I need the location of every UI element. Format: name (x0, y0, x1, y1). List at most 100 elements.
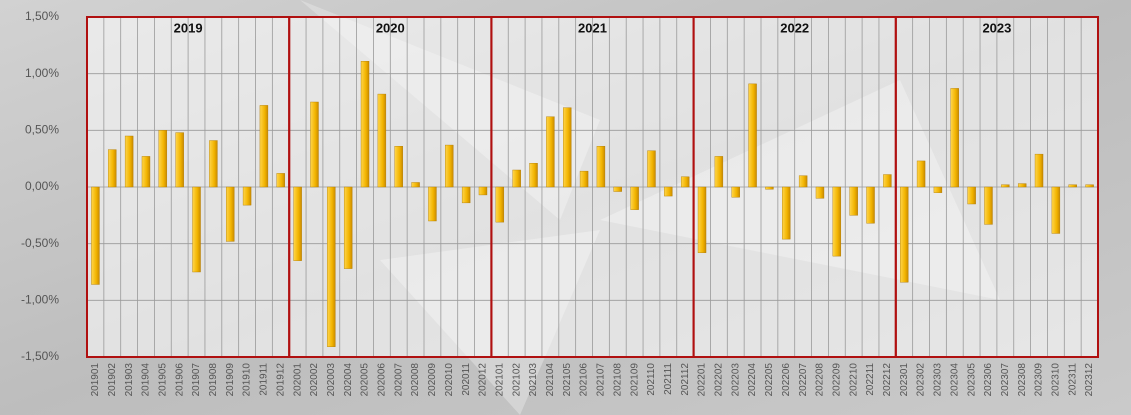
bar (630, 186, 639, 210)
bar (529, 162, 538, 188)
bar (1001, 184, 1010, 188)
x-tick-label: 202111 (663, 363, 674, 395)
x-tick-label: 202204 (747, 363, 758, 397)
y-tick-label: 1,50% (25, 9, 59, 23)
bar (209, 140, 218, 188)
x-tick-label: 201905 (157, 363, 168, 397)
x-tick-label: 202206 (781, 363, 792, 397)
x-tick-label: 202009 (427, 363, 438, 397)
bar (411, 182, 420, 188)
x-tick-label: 202309 (1034, 363, 1045, 397)
x-tick-label: 202211 (865, 363, 876, 396)
bar (343, 186, 353, 269)
bar (445, 144, 454, 188)
bar (714, 156, 724, 188)
bar (748, 83, 757, 188)
x-tick-label: 202212 (882, 363, 893, 397)
x-tick-label: 202012 (478, 363, 489, 397)
x-tick-label: 202003 (326, 363, 337, 397)
bar (141, 156, 151, 188)
bar (900, 186, 909, 283)
year-label: 2022 (780, 20, 809, 35)
year-label: 2021 (578, 20, 607, 35)
bar (192, 186, 201, 273)
x-tick-label: 201908 (208, 363, 219, 397)
bar (360, 61, 370, 188)
x-tick-label: 202302 (916, 363, 927, 397)
x-tick-label: 202209 (831, 363, 842, 397)
bar (798, 175, 808, 188)
bar (950, 88, 959, 188)
bar (310, 101, 319, 188)
bar (293, 186, 302, 261)
year-box (894, 16, 1099, 358)
bar (866, 186, 875, 224)
x-tick-label: 202203 (730, 363, 741, 397)
bar (276, 173, 285, 188)
x-tick-label: 201910 (242, 363, 253, 397)
bar (647, 150, 656, 188)
bar (1017, 183, 1027, 188)
bar (782, 186, 791, 240)
bar (175, 132, 184, 188)
bar (664, 186, 673, 197)
bar (916, 160, 926, 188)
year-label: 2020 (376, 20, 405, 35)
x-tick-label: 202110 (646, 363, 657, 396)
x-tick-label: 202108 (612, 363, 623, 397)
x-tick-label: 201906 (174, 363, 185, 397)
bar (124, 135, 134, 188)
x-tick-label: 202004 (343, 363, 354, 397)
bar (883, 174, 892, 188)
bar (697, 186, 707, 253)
bar (815, 186, 825, 199)
x-tick-label: 202001 (292, 363, 303, 397)
x-tick-label: 202104 (545, 363, 556, 397)
bar (546, 116, 555, 188)
x-tick-label: 201907 (191, 363, 202, 397)
bar (158, 130, 168, 188)
bar (327, 186, 336, 348)
x-tick-label: 201903 (124, 363, 135, 397)
x-tick-label: 201912 (275, 363, 286, 397)
x-tick-label: 202301 (899, 363, 910, 397)
bar (461, 186, 471, 204)
x-tick-label: 202101 (494, 363, 505, 397)
bar (259, 105, 269, 188)
y-tick-label: -0,50% (21, 236, 59, 250)
bar (1085, 184, 1094, 188)
bar (563, 107, 572, 188)
bar (226, 186, 235, 242)
x-tick-label: 202207 (798, 363, 809, 397)
bar (579, 170, 589, 188)
x-tick-label: 202107 (596, 363, 607, 397)
bar (967, 186, 976, 205)
x-tick-label: 202205 (764, 363, 775, 397)
y-tick-label: -1,50% (21, 349, 59, 363)
x-tick-label: 202102 (511, 363, 522, 397)
bar (242, 186, 252, 206)
bar (613, 186, 622, 192)
x-tick-label: 202103 (528, 363, 539, 397)
x-tick-label: 202106 (579, 363, 590, 397)
y-tick-label: 0,50% (25, 123, 59, 137)
x-tick-label: 202008 (410, 363, 421, 397)
bar (377, 93, 387, 188)
x-tick-label: 201902 (107, 363, 118, 397)
x-tick-label: 202311 (1067, 363, 1078, 396)
x-tick-label: 202201 (697, 363, 708, 397)
y-tick-label: 1,00% (25, 66, 59, 80)
bar (108, 149, 117, 188)
bar (394, 145, 403, 188)
year-label: 2023 (982, 20, 1011, 35)
x-tick-label: 201901 (90, 363, 101, 397)
x-tick-label: 202005 (360, 363, 371, 397)
y-tick-label: -1,00% (21, 293, 59, 307)
x-tick-label: 202312 (1084, 363, 1095, 397)
year-label: 2019 (174, 20, 203, 35)
x-tick-label: 202202 (714, 363, 725, 397)
bar (1034, 153, 1044, 188)
bar (933, 186, 943, 193)
x-tick-label: 202310 (1051, 363, 1062, 397)
